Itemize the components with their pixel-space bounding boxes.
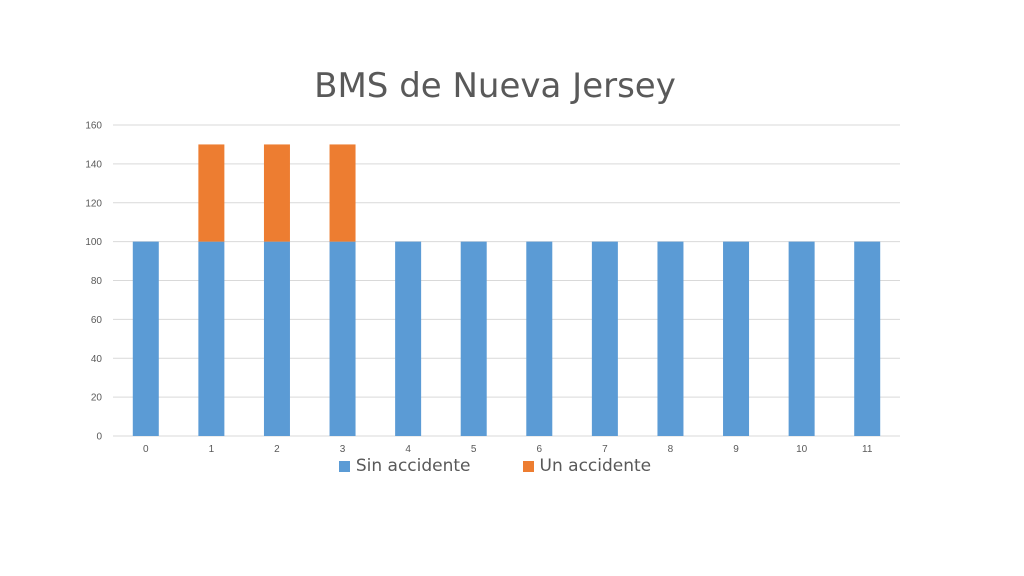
y-tick-label: 160 bbox=[85, 121, 102, 132]
bar-sin-accidente bbox=[460, 241, 487, 436]
bar-sin-accidente bbox=[591, 241, 618, 436]
legend-item-un-accidente: Un accidente bbox=[522, 456, 652, 476]
x-tick-label: 3 bbox=[340, 444, 346, 455]
x-tick-label: 7 bbox=[602, 444, 608, 455]
y-tick-label: 80 bbox=[91, 276, 103, 287]
bar-sin-accidente bbox=[329, 241, 356, 436]
x-tick-label: 10 bbox=[796, 444, 808, 455]
legend-label-un-accidente: Un accidente bbox=[539, 456, 652, 476]
x-tick-label: 5 bbox=[471, 444, 477, 455]
bar-sin-accidente bbox=[657, 241, 684, 436]
bar-sin-accidente bbox=[526, 241, 553, 436]
y-tick-label: 140 bbox=[85, 159, 102, 170]
legend-swatch-un-accidente bbox=[522, 460, 534, 472]
y-tick-label: 120 bbox=[85, 198, 102, 209]
y-tick-label: 40 bbox=[91, 354, 103, 365]
bar-un-accidente bbox=[263, 144, 290, 242]
y-tick-label: 100 bbox=[85, 237, 102, 248]
bar-sin-accidente bbox=[854, 241, 881, 436]
bar-sin-accidente bbox=[395, 241, 422, 436]
y-tick-label: 60 bbox=[91, 315, 103, 326]
x-tick-label: 8 bbox=[668, 444, 674, 455]
chart-title: BMS de Nueva Jersey bbox=[314, 66, 676, 106]
x-tick-label: 1 bbox=[209, 444, 215, 455]
legend-swatch-sin-accidente bbox=[338, 460, 350, 472]
bars bbox=[132, 144, 881, 436]
y-tick-label: 0 bbox=[96, 432, 102, 443]
bar-un-accidente bbox=[329, 144, 356, 242]
bar-sin-accidente bbox=[263, 241, 290, 436]
legend: Sin accidente Un accidente bbox=[0, 456, 990, 476]
x-tick-label: 6 bbox=[537, 444, 543, 455]
bar-un-accidente bbox=[198, 144, 225, 242]
x-tick-label: 0 bbox=[143, 444, 149, 455]
y-tick-label: 20 bbox=[91, 393, 103, 404]
bar-sin-accidente bbox=[198, 241, 225, 436]
x-tick-labels: 0 1 2 3 4 5 6 7 8 9 10 11 bbox=[143, 444, 873, 455]
legend-label-sin-accidente: Sin accidente bbox=[355, 456, 471, 476]
y-tick-labels: 0 20 40 60 80 100 120 140 160 bbox=[85, 121, 102, 443]
x-tick-label: 11 bbox=[862, 444, 873, 455]
bar-sin-accidente bbox=[788, 241, 815, 436]
gridlines bbox=[113, 124, 900, 437]
x-tick-label: 9 bbox=[733, 444, 739, 455]
x-tick-label: 4 bbox=[405, 444, 411, 455]
bar-sin-accidente bbox=[132, 241, 159, 436]
bar-sin-accidente bbox=[723, 241, 750, 436]
x-tick-label: 2 bbox=[274, 444, 280, 455]
legend-item-sin-accidente: Sin accidente bbox=[338, 456, 471, 476]
